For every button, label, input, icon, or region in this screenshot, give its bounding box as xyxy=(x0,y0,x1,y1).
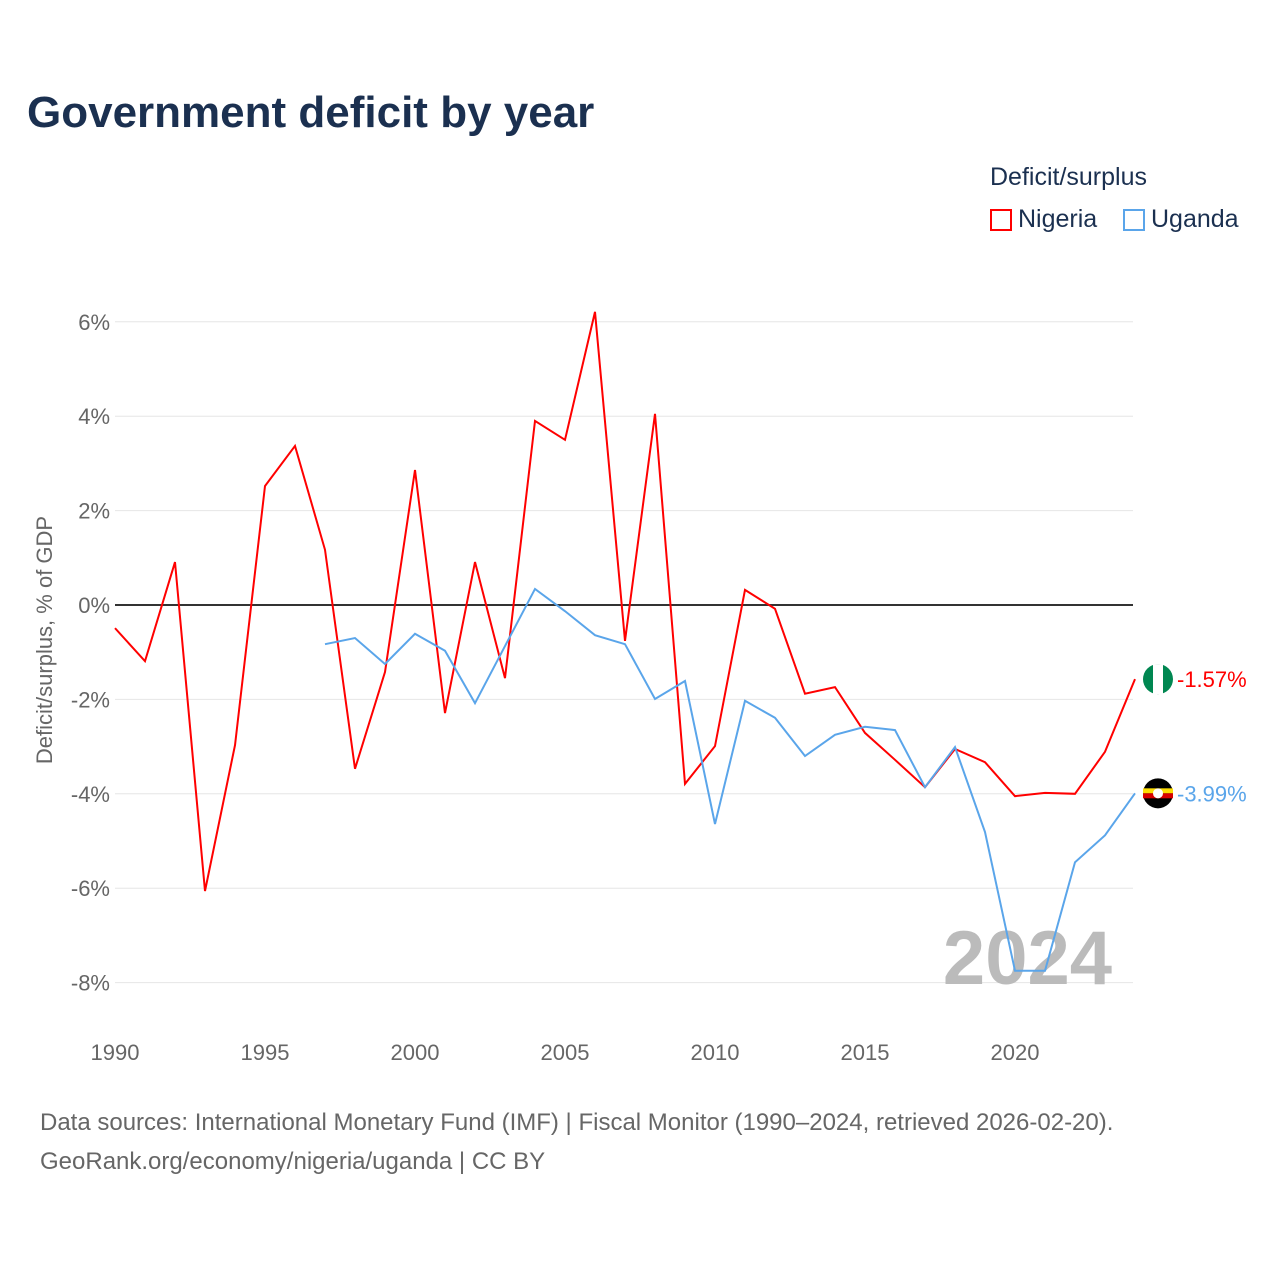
x-tick-label: 2020 xyxy=(991,1040,1040,1065)
series-line-uganda xyxy=(324,587,1136,972)
y-axis-label: Deficit/surplus, % of GDP xyxy=(32,516,57,764)
y-tick-label: 0% xyxy=(78,593,110,618)
x-tick-label: 2010 xyxy=(691,1040,740,1065)
legend-label: Nigeria xyxy=(1018,205,1098,233)
year-watermark: 2024 xyxy=(943,916,1112,1001)
source-line: Data sources: International Monetary Fun… xyxy=(40,1109,1114,1136)
legend-label: Uganda xyxy=(1151,205,1239,233)
end-value-label: -3.99% xyxy=(1177,781,1247,806)
x-tick-label: 2015 xyxy=(841,1040,890,1065)
y-tick-label: -4% xyxy=(71,782,110,807)
x-tick-label: 1990 xyxy=(91,1040,140,1065)
legend-title: Deficit/surplus xyxy=(990,163,1147,191)
legend-item-uganda[interactable]: Uganda xyxy=(1123,205,1239,234)
legend-swatch xyxy=(1123,208,1145,231)
legend-swatch xyxy=(990,208,1012,231)
uganda-flag-icon xyxy=(1153,788,1163,799)
y-tick-label: 4% xyxy=(78,404,110,429)
y-tick-label: 2% xyxy=(78,499,110,524)
x-tick-label: 1995 xyxy=(241,1040,290,1065)
x-tick-label: 2000 xyxy=(391,1040,440,1065)
end-value-label: -1.57% xyxy=(1177,667,1247,692)
x-tick-label: 2005 xyxy=(541,1040,590,1065)
y-tick-label: -8% xyxy=(71,971,110,996)
nigeria-flag-icon xyxy=(1153,664,1163,695)
y-tick-label: -6% xyxy=(71,876,110,901)
y-tick-label: -2% xyxy=(71,687,110,712)
legend-item-nigeria[interactable]: Nigeria xyxy=(990,205,1097,234)
chart-title: Government deficit by year xyxy=(27,88,595,137)
attribution-line: GeoRank.org/economy/nigeria/uganda | CC … xyxy=(40,1148,546,1175)
y-tick-label: 6% xyxy=(78,310,110,335)
series-line-nigeria xyxy=(114,311,1136,892)
